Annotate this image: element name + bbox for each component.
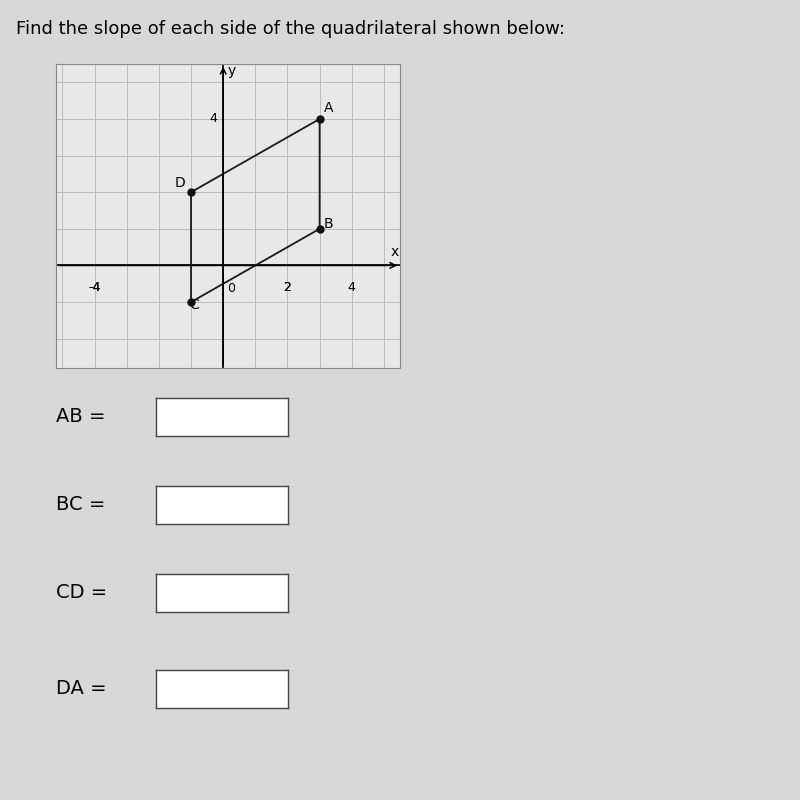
Text: 0: 0 [227,282,235,295]
Text: y: y [228,64,236,78]
Text: 4: 4 [348,281,356,294]
Text: CD =: CD = [56,583,107,602]
Text: x: x [390,246,398,259]
Text: A: A [323,101,333,114]
Text: 4: 4 [210,113,218,126]
Text: Find the slope of each side of the quadrilateral shown below:: Find the slope of each side of the quadr… [16,20,565,38]
Text: AB =: AB = [56,407,106,426]
Text: DA =: DA = [56,679,106,698]
Text: 2: 2 [283,281,291,294]
Text: -4: -4 [88,281,101,294]
Text: BC =: BC = [56,495,106,514]
Text: D: D [175,176,186,190]
Text: -4: -4 [88,281,101,294]
Text: 2: 2 [283,281,291,294]
Text: B: B [323,217,333,230]
Text: C: C [190,298,199,312]
